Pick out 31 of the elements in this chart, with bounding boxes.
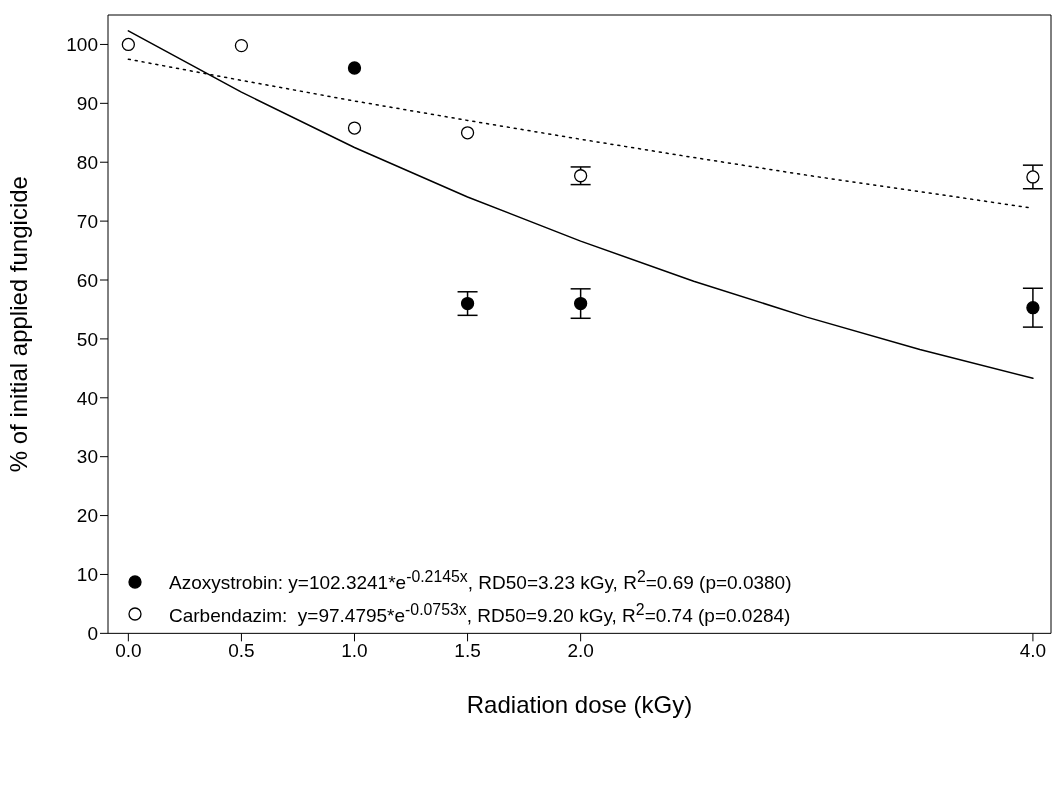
y-tick-label: 0 [87, 623, 98, 645]
x-tick-label: 1.0 [341, 639, 368, 661]
point [460, 296, 475, 311]
x-tick-label: 0.5 [228, 639, 255, 661]
legend-label: Carbendazim: y=97.4795*e$^{-0.0753x}$, RD50=9.20 kGy, R$^{2}$=0.74 (p=0.0284) [169, 600, 791, 627]
point [234, 38, 249, 53]
point [573, 296, 588, 311]
y-tick-label: 60 [76, 269, 98, 291]
x-tick-label: 0.0 [115, 639, 142, 661]
y-tick-label: 10 [76, 564, 98, 586]
point [1026, 170, 1040, 184]
x-axis-title: Radiation dose (kGy) [466, 691, 693, 719]
point [121, 37, 135, 52]
x-tick-label: 1.5 [454, 639, 481, 661]
x-tick-label: 4.0 [1019, 639, 1047, 661]
y-tick-label: 90 [76, 93, 98, 115]
y-tick-label: 100 [66, 34, 98, 56]
line-series [127, 30, 1034, 380]
point [460, 126, 475, 140]
point [1026, 301, 1040, 315]
y-axis-title: % of initial applied fungicide [4, 176, 32, 473]
y-tick-label: 30 [76, 446, 98, 468]
y-tick-label: 50 [76, 328, 98, 350]
point [347, 61, 362, 75]
y-tick-label: 40 [76, 387, 98, 409]
y-tick-label: 80 [76, 151, 98, 173]
y-tick-label: 70 [76, 210, 98, 232]
x-tick-label: 2.0 [567, 639, 594, 661]
legend-label: Azoxystrobin: y=102.3241*e$^{-0.2145x}$, RD50=3.23 kGy, R$^{2}$=0.69 (p=0.0380) [169, 568, 792, 595]
y-tick-label: 20 [76, 505, 98, 527]
point [347, 121, 362, 135]
